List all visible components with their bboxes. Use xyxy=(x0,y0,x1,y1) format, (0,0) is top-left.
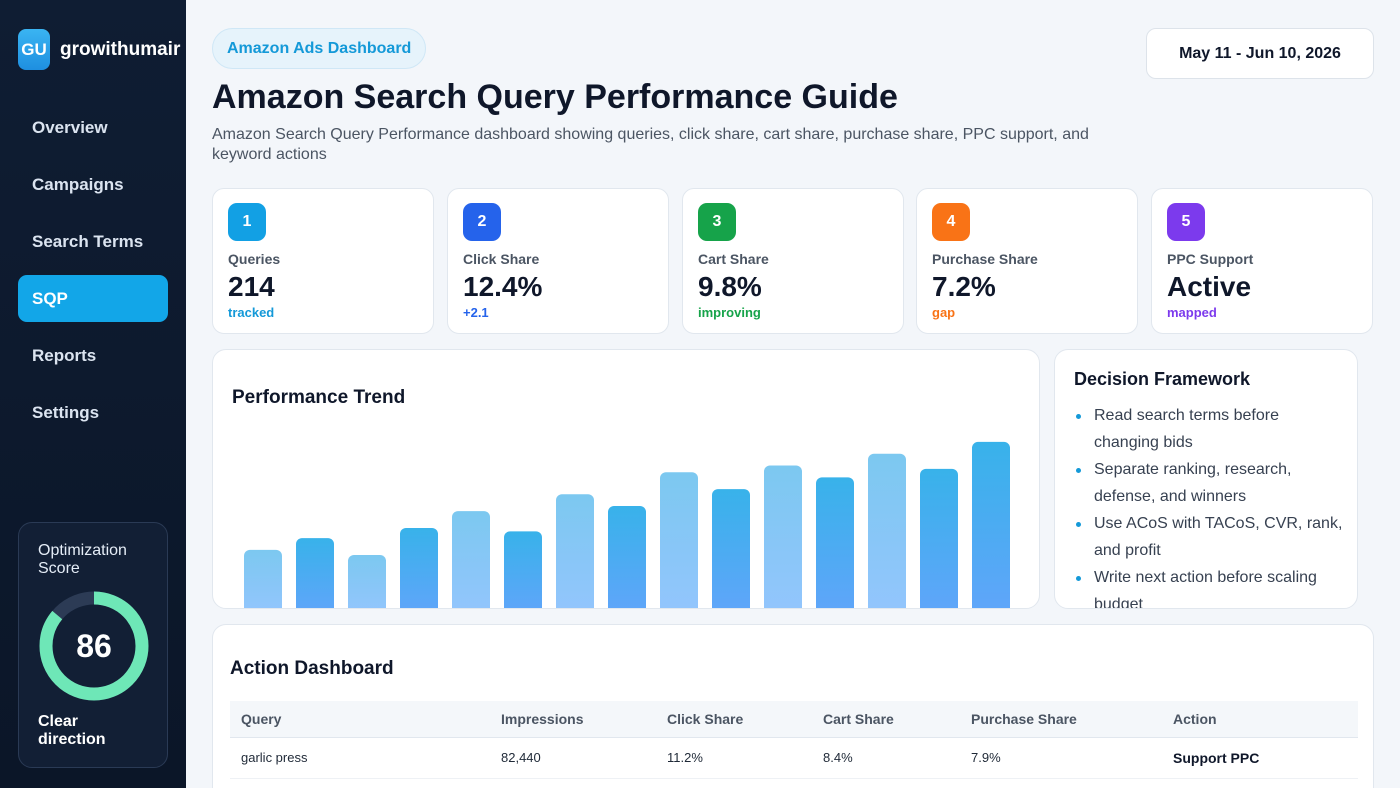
kpi-badge: 1 xyxy=(228,203,266,241)
kpi-label: Cart Share xyxy=(698,251,769,267)
kpi-value: 214 xyxy=(228,271,275,302)
kpi-note: improving xyxy=(698,305,761,320)
kpi-badge: 3 xyxy=(698,203,736,241)
action-dashboard-card: Action Dashboard Query Impressions Click… xyxy=(212,624,1374,788)
kpi-note: gap xyxy=(932,305,956,320)
kpi-note: mapped xyxy=(1167,305,1217,320)
chart-bar xyxy=(816,477,854,608)
kpi-card-queries: 1 Queries 214 tracked xyxy=(212,188,434,334)
kpi-value: 12.4% xyxy=(463,271,543,302)
dashboard-pill[interactable]: Amazon Ads Dashboard xyxy=(212,28,427,69)
sidebar-item-settings[interactable]: Settings xyxy=(32,402,100,422)
sidebar-item-campaigns[interactable]: Campaigns xyxy=(32,174,124,194)
kpi-badge: 5 xyxy=(1167,203,1205,241)
column-header-click-share[interactable]: Click Share xyxy=(656,701,812,738)
chart-title: Performance Trend xyxy=(232,387,406,408)
cell-query: garlic press xyxy=(230,737,490,779)
brand-logo: GU xyxy=(18,29,50,70)
chart-bar xyxy=(972,441,1010,608)
sidebar-item-sqp[interactable]: SQP xyxy=(18,275,168,322)
page-subtitle: Amazon Search Query Performance dashboar… xyxy=(212,126,1089,163)
kpi-card-purchase-share: 4 Purchase Share 7.2% gap xyxy=(916,188,1138,334)
sidebar-nav: Overview Campaigns Search Terms SQP Repo… xyxy=(18,104,168,446)
chart-bar xyxy=(868,453,906,608)
table-header-row: Query Impressions Click Share Cart Share… xyxy=(230,701,1358,738)
score-ring xyxy=(39,591,149,701)
column-header-purchase-share[interactable]: Purchase Share xyxy=(960,701,1162,738)
column-header-action[interactable]: Action xyxy=(1162,701,1358,738)
column-header-cart-share[interactable]: Cart Share xyxy=(812,701,960,738)
chart-bar xyxy=(608,506,646,608)
table-row[interactable]: garlic press 82,440 11.2% 8.4% 7.9% Supp… xyxy=(230,737,1358,779)
column-header-impressions[interactable]: Impressions xyxy=(490,701,656,738)
chart-bar xyxy=(660,472,698,608)
kpi-card-click-share: 2 Click Share 12.4% +2.1 xyxy=(447,188,669,334)
sidebar-item-reports[interactable]: Reports xyxy=(32,345,97,365)
decision-list: Read search terms before changing bids S… xyxy=(1074,402,1344,608)
cell-purchase-share: 7.9% xyxy=(960,737,1162,779)
chart-bar xyxy=(556,494,594,608)
performance-trend-card: Performance Trend xyxy=(212,349,1040,609)
chart-bar xyxy=(400,527,438,608)
chart-bar xyxy=(920,468,958,608)
kpi-value: Active xyxy=(1167,271,1252,302)
cell-click-share: 11.2% xyxy=(656,737,812,779)
kpi-value: 7.2% xyxy=(932,271,996,302)
list-item: Read search terms before changing bids xyxy=(1074,402,1344,456)
decision-title: Decision Framework xyxy=(1074,369,1251,389)
cell-action[interactable]: Support PPC xyxy=(1162,737,1358,779)
column-header-query[interactable]: Query xyxy=(230,701,490,738)
kpi-label: PPC Support xyxy=(1167,251,1254,267)
chart-bar xyxy=(348,554,386,608)
chart-bar xyxy=(764,465,802,608)
list-item: Separate ranking, research, defense, and… xyxy=(1074,456,1344,510)
sidebar: GU growithumair Overview Campaigns Searc… xyxy=(0,0,186,788)
sidebar-item-search-terms[interactable]: Search Terms xyxy=(32,231,144,251)
cell-cart-share: 8.4% xyxy=(812,737,960,779)
date-range-picker[interactable]: May 11 - Jun 10, 2026 xyxy=(1146,28,1374,79)
action-table: Query Impressions Click Share Cart Share… xyxy=(230,701,1358,779)
chart-bar xyxy=(452,511,490,608)
decision-framework-card: Decision Framework Read search terms bef… xyxy=(1054,349,1358,609)
kpi-label: Queries xyxy=(228,251,281,267)
performance-trend-chart xyxy=(244,441,1010,608)
optimization-score-card: Optimization Score 86 Clear direction xyxy=(18,522,168,768)
chart-bar xyxy=(712,489,750,608)
score-caption: Clear direction xyxy=(38,713,106,748)
list-item: Use ACoS with TACoS, CVR, rank, and prof… xyxy=(1074,510,1344,564)
cell-impressions: 82,440 xyxy=(490,737,656,779)
chart-bar xyxy=(296,538,334,608)
kpi-label: Purchase Share xyxy=(932,251,1038,267)
kpi-badge: 2 xyxy=(463,203,501,241)
chart-bar xyxy=(244,549,282,608)
score-value: 86 xyxy=(76,627,112,664)
kpi-card-cart-share: 3 Cart Share 9.8% improving xyxy=(682,188,904,334)
chart-bar xyxy=(504,531,542,608)
kpi-note: +2.1 xyxy=(463,305,489,320)
sidebar-item-overview[interactable]: Overview xyxy=(32,117,108,137)
kpi-card-ppc-support: 5 PPC Support Active mapped xyxy=(1151,188,1373,334)
kpi-value: 9.8% xyxy=(698,271,762,302)
list-item: Write next action before scaling budget xyxy=(1074,564,1344,608)
kpi-label: Click Share xyxy=(463,251,540,267)
page-title: Amazon Search Query Performance Guide xyxy=(212,78,898,116)
brand[interactable]: GU growithumair xyxy=(18,29,180,70)
score-title: Optimization Score xyxy=(38,542,127,577)
action-title: Action Dashboard xyxy=(230,658,394,679)
kpi-note: tracked xyxy=(228,305,275,320)
brand-name: growithumair xyxy=(60,38,181,60)
kpi-badge: 4 xyxy=(932,203,970,241)
